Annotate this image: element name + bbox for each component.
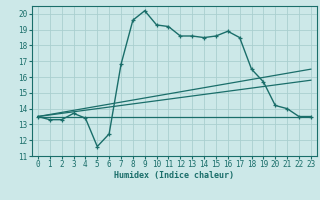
X-axis label: Humidex (Indice chaleur): Humidex (Indice chaleur) [115,171,234,180]
